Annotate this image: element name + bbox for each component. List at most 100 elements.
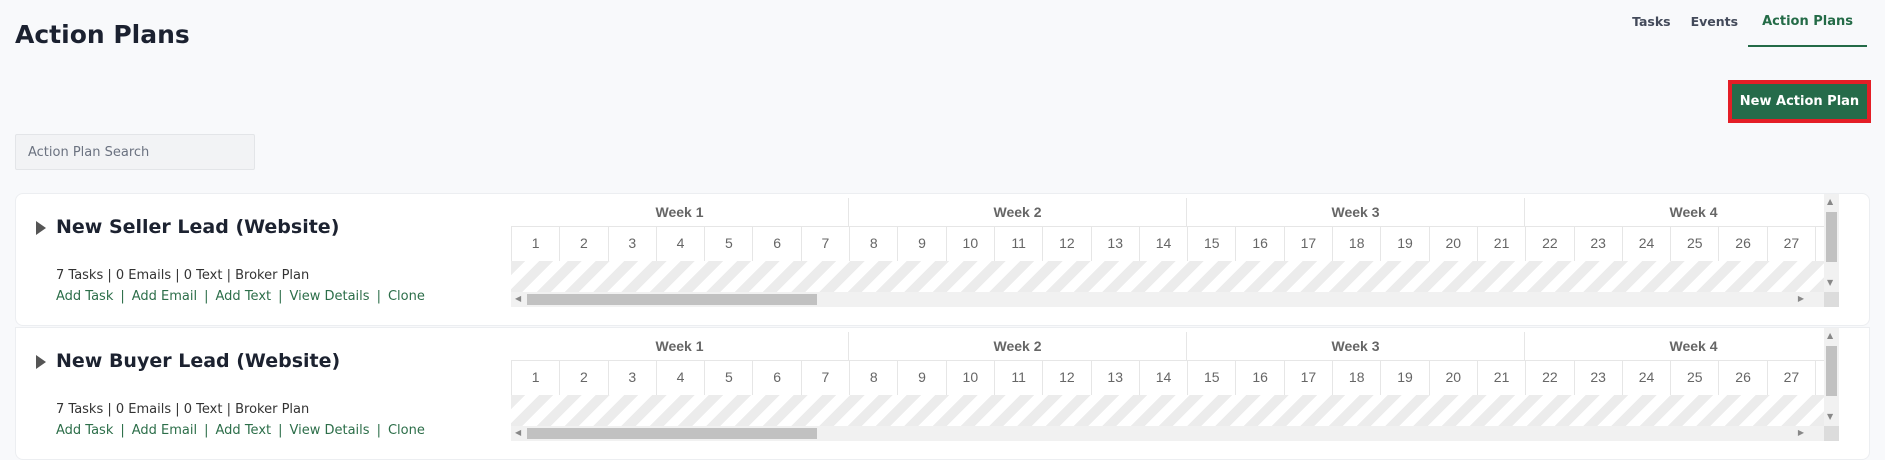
scroll-thumb[interactable] [1826,346,1837,396]
day-cell: 26 [1718,361,1766,395]
day-cell: 23 [1573,227,1622,261]
tab-events[interactable]: Events [1690,14,1739,29]
day-cell: 22 [1525,227,1573,261]
day-cell: 20 [1428,361,1477,395]
link-separator: | [204,423,209,438]
add-task-link[interactable]: Add Task [56,289,114,304]
plan-name: New Seller Lead (Website) [56,216,340,238]
day-cell: 5 [704,227,752,261]
day-cell: 2 [559,361,607,395]
day-cell: 10 [945,361,994,395]
plan-actions: Add Task | Add Email | Add Text | View Details… [56,289,425,304]
action-plan-search-input[interactable] [15,134,255,170]
scroll-right-icon[interactable]: ▶ [1797,428,1804,437]
expand-caret-icon[interactable] [36,355,46,369]
link-separator: | [120,423,125,438]
scroll-up-icon[interactable]: ▲ [1827,197,1834,206]
scroll-thumb[interactable] [527,294,817,305]
day-row: 1 2 3 4 5 6 7 8 9 10 11 12 13 14 15 16 17 18 19 20 21 22 23 24 2… [511,360,1824,395]
day-cell: 8 [849,227,897,261]
day-cell: 7 [800,227,849,261]
action-plan-card: New Buyer Lead (Website) 7 Tasks | 0 Ema… [15,327,1870,460]
day-cell: 24 [1621,227,1670,261]
new-action-plan-button[interactable]: New Action Plan [1732,84,1867,119]
view-details-link[interactable]: View Details [289,289,370,304]
day-cell: 9 [897,361,945,395]
day-cell: 15 [1187,227,1235,261]
tab-action-plans[interactable]: Action Plans [1748,12,1867,47]
clone-link[interactable]: Clone [387,423,425,438]
day-cell: 12 [1042,227,1090,261]
day-cell: 19 [1380,227,1428,261]
day-cell: 21 [1476,227,1525,261]
day-cell: 13 [1090,227,1139,261]
day-cell: 16 [1235,227,1283,261]
add-email-link[interactable]: Add Email [131,423,198,438]
day-cell: 4 [655,227,704,261]
plan-stats: 7 Tasks | 0 Emails | 0 Text | Broker Pla… [56,402,310,417]
day-cell: 18 [1332,227,1380,261]
view-details-link[interactable]: View Details [289,423,370,438]
week-header: Week 4 [1525,198,1824,226]
scroll-thumb[interactable] [527,428,817,439]
day-cell: 17 [1283,361,1332,395]
new-action-plan-highlight: New Action Plan [1728,80,1871,123]
add-text-link[interactable]: Add Text [215,289,272,304]
day-cell: 11 [993,361,1042,395]
expand-caret-icon[interactable] [36,221,46,235]
timeline-grid: Week 1 Week 2 Week 3 Week 4 1 2 3 4 5 6 7 8 9 10 11 12… [511,332,1824,441]
view-tabs: Tasks Events Action Plans [1622,12,1867,47]
link-separator: | [120,289,125,304]
timeline-grid: Week 1 Week 2 Week 3 Week 4 1 2 3 4 5 6 7 8 9 10 11 12… [511,198,1824,307]
plan-name: New Buyer Lead (Website) [56,350,341,372]
day-cell: 26 [1718,227,1766,261]
scroll-left-icon[interactable]: ◀ [515,294,522,303]
day-cell: 16 [1235,361,1283,395]
day-cell: 13 [1090,361,1139,395]
scroll-down-icon[interactable]: ▼ [1827,278,1834,287]
day-cell: 27 [1766,361,1815,395]
link-separator: | [376,423,381,438]
day-cell: 27 [1766,227,1815,261]
day-cell: 20 [1428,227,1477,261]
add-email-link[interactable]: Add Email [131,289,198,304]
day-cell: 17 [1283,227,1332,261]
day-cell: 25 [1670,227,1718,261]
day-cell [1815,227,1824,261]
day-cell: 1 [511,361,559,395]
day-cell: 24 [1621,361,1670,395]
day-cell: 11 [993,227,1042,261]
scroll-right-icon[interactable]: ▶ [1797,294,1804,303]
day-cell: 21 [1476,361,1525,395]
link-separator: | [204,289,209,304]
day-row: 1 2 3 4 5 6 7 8 9 10 11 12 13 14 15 16 17 18 19 20 21 22 23 24 2… [511,226,1824,261]
day-cell: 10 [945,227,994,261]
day-cell: 5 [704,361,752,395]
scroll-up-icon[interactable]: ▲ [1827,331,1834,340]
horizontal-scrollbar[interactable]: ◀ ▶ [511,426,1824,441]
week-header: Week 3 [1187,198,1525,226]
scroll-thumb[interactable] [1826,212,1837,262]
tab-tasks[interactable]: Tasks [1632,14,1671,29]
week-row: Week 1 Week 2 Week 3 Week 4 [511,198,1824,226]
day-cell: 6 [752,361,800,395]
week-header: Week 4 [1525,332,1824,360]
week-header: Week 1 [511,198,849,226]
day-cell: 14 [1138,361,1187,395]
add-text-link[interactable]: Add Text [215,423,272,438]
clone-link[interactable]: Clone [387,289,425,304]
vertical-scrollbar[interactable]: ▲ ▼ [1824,328,1839,426]
day-cell [1815,361,1824,395]
add-task-link[interactable]: Add Task [56,423,114,438]
day-cell: 6 [752,227,800,261]
week-header: Week 3 [1187,332,1525,360]
action-plan-card: New Seller Lead (Website) 7 Tasks | 0 Em… [15,193,1870,326]
day-cell: 25 [1670,361,1718,395]
day-cell: 9 [897,227,945,261]
horizontal-scrollbar[interactable]: ◀ ▶ [511,292,1824,307]
week-header: Week 2 [849,198,1187,226]
scroll-left-icon[interactable]: ◀ [515,428,522,437]
day-cell: 3 [607,361,656,395]
vertical-scrollbar[interactable]: ▲ ▼ [1824,194,1839,292]
scroll-down-icon[interactable]: ▼ [1827,412,1834,421]
